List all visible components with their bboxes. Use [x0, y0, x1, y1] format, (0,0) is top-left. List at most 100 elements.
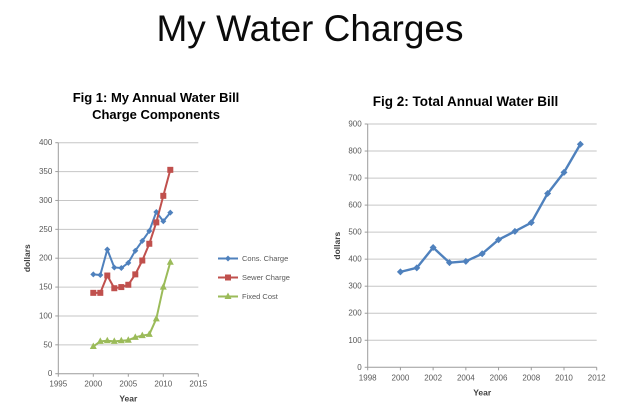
- fig2-svg: 0 100 200 300 400 500 600 700 800 900 1998 2000 2002…: [332, 120, 606, 398]
- square-marker: [104, 272, 111, 279]
- x-tick-label: 2000: [392, 373, 410, 382]
- diamond-marker: [527, 219, 535, 227]
- x-tick-label: 2010: [555, 373, 573, 382]
- x-tick-label: 2015: [189, 380, 207, 389]
- y-tick-label: 0: [48, 369, 53, 378]
- legend-item: Cons. Charge: [218, 254, 288, 263]
- diamond-marker: [125, 259, 132, 266]
- fig2-gridlines: [367, 123, 597, 341]
- triangle-marker: [138, 331, 146, 339]
- diamond-marker: [132, 247, 139, 254]
- fig1-gridlines: [58, 142, 199, 346]
- y-tick-label: 700: [348, 174, 362, 183]
- triangle-marker: [224, 292, 232, 299]
- triangle-marker: [145, 330, 153, 337]
- fig1-title-line2: Charge Components: [92, 107, 220, 122]
- y-tick-label: 200: [348, 309, 362, 318]
- square-marker: [90, 289, 97, 296]
- square-marker: [118, 284, 125, 291]
- legend-label: Cons. Charge: [242, 254, 288, 263]
- y-tick-label: 300: [348, 282, 362, 291]
- y-tick-label: 350: [39, 167, 53, 176]
- fig1-xlabel: Year: [119, 394, 138, 404]
- diamond-marker: [478, 250, 486, 258]
- y-tick-label: 600: [348, 201, 362, 210]
- x-tick-label: 2010: [154, 380, 172, 389]
- fig2-tick-labels: 0 100 200 300 400 500 600 700 800 900 1998 2000 2002…: [348, 120, 606, 383]
- diamond-marker: [160, 218, 167, 225]
- diamond-marker: [445, 259, 453, 267]
- fig1-title-line1: Fig 1: My Annual Water Bill: [72, 90, 240, 105]
- y-tick-label: 100: [39, 311, 53, 320]
- x-tick-label: 2000: [84, 380, 102, 389]
- diamond-marker: [576, 140, 584, 148]
- square-marker: [125, 281, 132, 288]
- diamond-marker: [97, 271, 104, 278]
- triangle-marker: [152, 314, 160, 322]
- diamond-marker: [118, 265, 125, 272]
- x-tick-label: 2012: [588, 373, 606, 382]
- square-marker: [160, 192, 167, 199]
- diamond-marker: [462, 257, 470, 265]
- diamond-marker: [429, 244, 437, 252]
- fig2-xlabel: Year: [473, 387, 492, 397]
- fig2-title: Fig 2: Total Annual Water Bill: [330, 93, 601, 110]
- y-tick-label: 500: [348, 228, 362, 237]
- diamond-marker: [225, 255, 231, 262]
- y-tick-label: 100: [348, 336, 362, 345]
- diamond-marker: [544, 189, 552, 197]
- fig2-ylabel: dollars: [332, 231, 342, 259]
- diamond-marker: [146, 228, 153, 235]
- x-tick-label: 1998: [359, 373, 377, 382]
- diamond-marker: [511, 227, 519, 235]
- triangle-marker: [96, 337, 104, 344]
- triangle-marker: [166, 258, 174, 265]
- triangle-marker: [89, 342, 97, 350]
- fig2-chart: Fig 2: Total Annual Water Bill 0 100 200 30…: [330, 86, 620, 414]
- square-marker: [153, 219, 160, 226]
- triangle-marker: [131, 333, 139, 340]
- fig1-plot-area: 0 50 100 150 200 250 300 350 400 1995 2000 2005 2010…: [20, 86, 320, 414]
- diamond-marker: [167, 209, 174, 216]
- y-tick-label: 250: [39, 225, 53, 234]
- x-tick-label: 2006: [490, 373, 508, 382]
- y-tick-label: 0: [357, 363, 362, 372]
- fig1-tick-labels: 0 50 100 150 200 250 300 350 400 1995 2000 2005 2010…: [39, 138, 208, 389]
- fig2-title-line1: Fig 2: Total Annual Water Bill: [372, 94, 559, 109]
- y-tick-label: 900: [348, 120, 362, 129]
- diamond-marker: [396, 268, 404, 276]
- y-tick-label: 400: [348, 255, 362, 264]
- fig1-ylabel: dollars: [22, 244, 32, 272]
- square-marker: [97, 289, 104, 296]
- diamond-marker: [104, 246, 111, 253]
- x-tick-label: 2004: [457, 373, 475, 382]
- slide-title: My Water Charges: [156, 8, 464, 49]
- diamond-marker: [560, 168, 568, 176]
- y-tick-label: 400: [39, 138, 53, 147]
- square-marker: [225, 274, 231, 281]
- square-marker: [132, 271, 139, 278]
- square-marker: [111, 285, 118, 292]
- x-tick-label: 2005: [119, 380, 137, 389]
- fig1-series-sewer-charge: [90, 166, 174, 296]
- fig1-chart: Fig 1: My Annual Water Bill Charge Compo…: [20, 86, 320, 414]
- square-marker: [167, 166, 174, 173]
- triangle-marker: [124, 336, 132, 343]
- fig1-legend: Cons. Charge Sewer Charge Fixed Cost: [218, 254, 290, 301]
- y-tick-label: 800: [348, 147, 362, 156]
- x-tick-label: 2002: [424, 373, 442, 382]
- legend-item: Fixed Cost: [218, 292, 279, 301]
- x-tick-label: 1995: [49, 380, 67, 389]
- legend-item: Sewer Charge: [218, 273, 290, 282]
- legend-label: Fixed Cost: [242, 292, 279, 301]
- diamond-marker: [90, 271, 97, 278]
- square-marker: [139, 257, 146, 264]
- series-line: [400, 143, 582, 274]
- y-tick-label: 300: [39, 196, 53, 205]
- fig1-series-cons-charge: [90, 209, 174, 278]
- y-tick-label: 50: [43, 340, 52, 349]
- fig2-series-total-annual-water-bill: [396, 140, 584, 276]
- diamond-marker: [139, 237, 146, 244]
- diamond-marker: [111, 264, 118, 271]
- triangle-marker: [159, 283, 167, 290]
